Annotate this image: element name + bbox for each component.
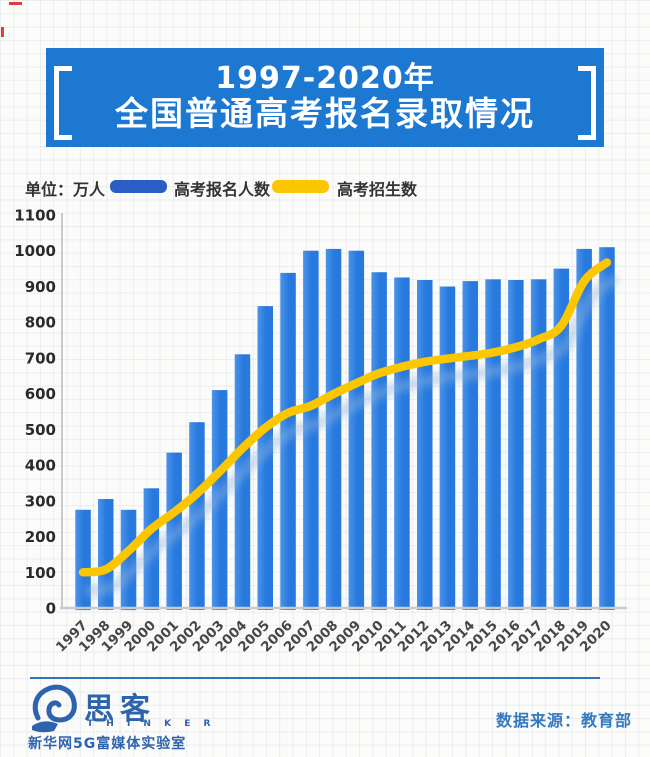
bar-1997 [75, 509, 91, 611]
y-axis-label-300: 300 [25, 492, 56, 510]
data-source: 数据来源：教育部 [495, 711, 632, 730]
bracket-left-icon [54, 66, 72, 140]
bar-2009 [348, 250, 365, 610]
admissions-line-shadow [84, 275, 618, 596]
logo-subtitle: T H I N K E R [87, 719, 216, 729]
bar-2014 [462, 281, 478, 610]
bar-2016 [508, 280, 524, 610]
bar-2013 [439, 286, 456, 610]
bar-2010 [371, 272, 387, 610]
bar-2005 [257, 306, 273, 610]
legend-swatch-registrations [110, 180, 167, 193]
bar-2004 [234, 354, 251, 610]
y-axis-label-500: 500 [25, 421, 56, 439]
unit-label: 单位：万人 [25, 180, 106, 199]
bar-2011 [394, 277, 410, 610]
y-axis-label-0: 0 [46, 600, 56, 618]
corner-mark-top [9, 2, 22, 5]
bar-2019 [576, 248, 592, 610]
bar-2020 [599, 247, 615, 610]
logo-org-name: 新华网5G富媒体实验室 [28, 736, 187, 752]
legend-swatch-admissions [272, 180, 329, 193]
y-axis-label-900: 900 [25, 278, 56, 296]
y-axis-label-600: 600 [25, 385, 56, 403]
title-line-1: 1997-2020年 [215, 61, 435, 97]
bar-1999 [120, 509, 137, 611]
legend-row: 单位：万人 高考报名人数 高考招生数 [0, 174, 650, 199]
bracket-right-icon [578, 66, 596, 140]
logo-wave-shape [32, 721, 58, 733]
y-axis-label-1100: 1100 [14, 207, 56, 225]
corner-mark-left [1, 27, 4, 37]
title-line-2: 全国普通高考报名录取情况 [115, 93, 535, 133]
bar-1998 [98, 499, 114, 610]
title-banner: 1997-2020年 全国普通高考报名录取情况 [46, 48, 604, 147]
y-axis-label-800: 800 [25, 314, 56, 332]
y-axis-label-100: 100 [25, 564, 56, 582]
admissions-line [78, 258, 612, 577]
y-axis-label-200: 200 [25, 528, 56, 546]
y-axis-label-700: 700 [25, 349, 56, 367]
bar-2012 [417, 280, 433, 610]
bar-2015 [485, 279, 501, 610]
footer-divider [30, 677, 600, 679]
logo-title: 思客 [84, 692, 156, 727]
bar-2006 [280, 272, 296, 610]
bar-2008 [325, 248, 342, 610]
thinker-logo-icon [32, 684, 77, 733]
bar-2017 [530, 279, 547, 610]
y-axis-label-1000: 1000 [14, 242, 56, 260]
y-axis-label-400: 400 [25, 457, 56, 475]
legend-label-admissions: 高考招生数 [337, 180, 418, 199]
legend-label-registrations: 高考报名人数 [174, 180, 271, 199]
